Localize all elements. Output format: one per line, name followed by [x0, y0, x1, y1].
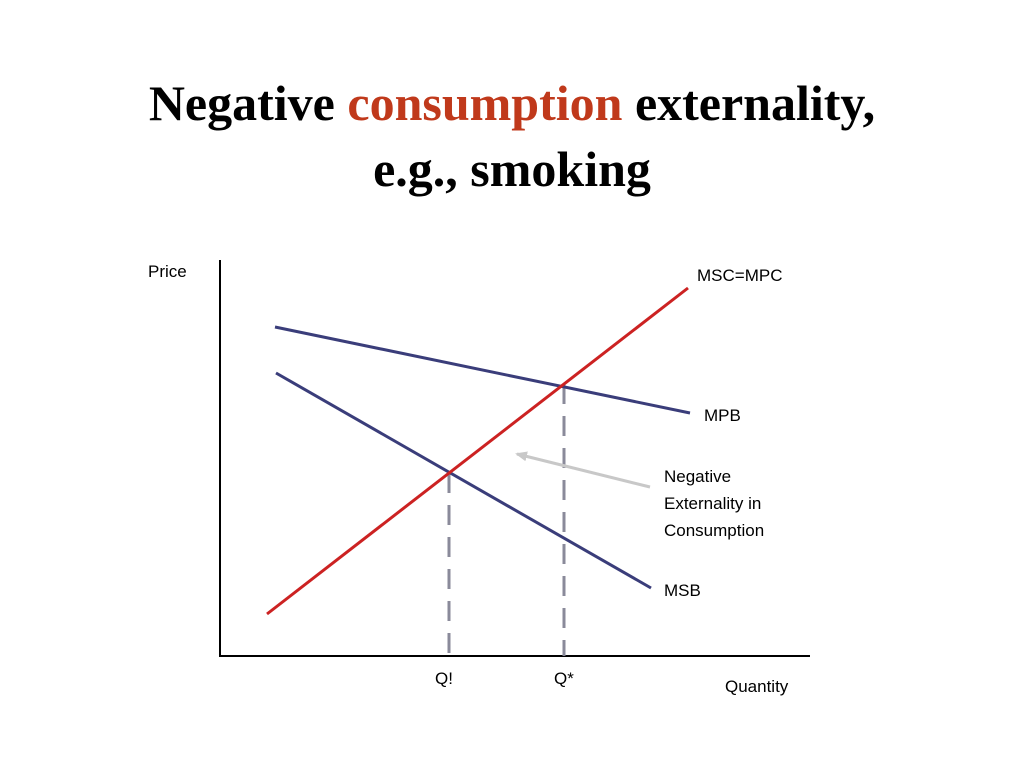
title-word-consumption: consumption: [347, 75, 623, 131]
title-line-2: e.g., smoking: [373, 141, 651, 197]
msb-curve: [275, 371, 652, 590]
annotation-line-1: Negative: [664, 467, 731, 486]
y-axis-label: Price: [148, 262, 187, 281]
msc-mpc-curve: [266, 286, 689, 616]
annotation-line-3: Consumption: [664, 521, 764, 540]
mpb-curve: [274, 325, 691, 415]
slide-title: Negative consumption externality, e.g., …: [0, 70, 1024, 202]
msb-label: MSB: [664, 581, 701, 600]
q1-tick-label: Q!: [435, 669, 453, 688]
externality-arrow: [515, 451, 651, 489]
msc-mpc-label: MSC=MPC: [697, 266, 782, 285]
annotation-line-2: Externality in: [664, 494, 761, 513]
x-axis-label: Quantity: [725, 677, 789, 696]
mpb-label: MPB: [704, 406, 741, 425]
title-word-externality: externality,: [634, 75, 876, 131]
title-word-negative: Negative: [148, 75, 335, 131]
q-star-tick-label: Q*: [554, 669, 574, 688]
